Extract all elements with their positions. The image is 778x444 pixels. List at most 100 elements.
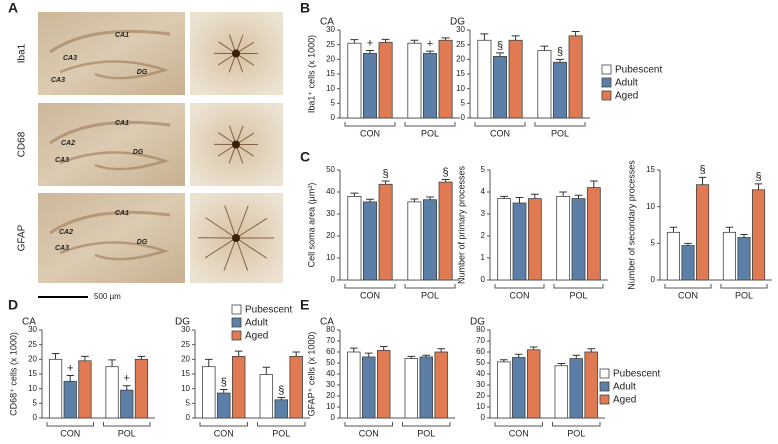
bar	[508, 39, 523, 119]
region-label: CA3	[51, 77, 65, 84]
y-tick-label: 15	[646, 165, 655, 174]
bar	[63, 380, 77, 419]
hippocampus-outline	[59, 151, 170, 171]
y-tick-label: 10	[646, 202, 655, 211]
scale-bar-label: 500 µm	[94, 292, 121, 301]
y-tick-label: 15	[326, 69, 335, 78]
bar	[512, 202, 527, 281]
y-tick-label: 5	[33, 398, 38, 407]
error-bar	[410, 39, 419, 44]
bar	[568, 35, 583, 119]
group-bracket	[720, 284, 768, 289]
bar	[231, 355, 246, 419]
bar	[696, 184, 710, 281]
legend-label: Pubescent	[615, 65, 662, 76]
legend-swatch	[599, 368, 610, 379]
y-tick-label: 20	[476, 391, 485, 400]
error-bar	[530, 193, 539, 199]
region-label: DG	[133, 149, 144, 156]
bar	[378, 41, 393, 119]
bar	[120, 389, 134, 419]
significance-marker: §	[699, 164, 705, 176]
cell-process	[204, 237, 237, 259]
panel-letter: D	[8, 297, 18, 313]
error-bar	[366, 50, 374, 54]
y-tick-label: 10	[181, 384, 190, 393]
cell-process	[235, 237, 249, 271]
group-bracket	[257, 422, 306, 427]
x-tick-label: POL	[569, 290, 587, 300]
y-tick-label: 5	[461, 98, 466, 107]
bar	[584, 351, 598, 419]
x-tick-label: POL	[421, 128, 439, 138]
y-tick-label: 30	[476, 380, 485, 389]
y-axis-label: Number of secondary processes	[626, 160, 636, 290]
y-tick-label: 70	[476, 336, 485, 345]
error-bar	[366, 198, 374, 202]
y-tick-label: 20	[456, 54, 465, 63]
error-bar	[559, 191, 568, 197]
x-tick-label: CON	[510, 290, 530, 300]
bar	[497, 361, 511, 419]
legend-swatch	[231, 304, 242, 315]
error-bar	[426, 196, 434, 200]
y-tick-label: 10	[326, 402, 335, 411]
group-bracket	[199, 422, 248, 427]
significance-marker: §	[755, 171, 761, 183]
group-bracket	[103, 422, 151, 427]
error-bar	[441, 178, 450, 183]
bar	[537, 50, 552, 119]
y-tick-label: 5	[331, 98, 336, 107]
bar	[553, 61, 568, 119]
y-tick-label: 80	[476, 325, 485, 334]
y-tick-label: 0	[33, 413, 38, 422]
significance-marker: +	[367, 37, 373, 49]
y-tick-label: 15	[456, 69, 465, 78]
cell-body	[232, 140, 240, 149]
legend-label: Pubescent	[613, 369, 660, 380]
bar	[347, 351, 361, 419]
group-bracket	[402, 422, 451, 427]
error-bar	[698, 176, 707, 185]
legend-swatch	[231, 317, 242, 328]
bar	[666, 231, 681, 281]
x-tick-label: CON	[678, 290, 698, 300]
cell-process	[224, 205, 237, 239]
y-tick-label: 0	[331, 113, 336, 122]
group-bracket	[344, 122, 396, 127]
y-tick-label: 20	[326, 231, 335, 240]
error-bar	[364, 352, 373, 357]
y-tick-label: 80	[326, 325, 335, 334]
panel-letter: E	[300, 297, 309, 313]
legend-swatch	[599, 381, 610, 392]
legend-label: Adult	[613, 382, 636, 393]
chart-title: DG	[470, 317, 485, 328]
legend-label: Pubescent	[245, 305, 292, 316]
y-tick-label: 10	[476, 402, 485, 411]
region-label: CA2	[61, 140, 75, 147]
bar	[407, 42, 422, 119]
significance-marker: §	[383, 168, 389, 180]
region-label: DG	[137, 69, 148, 76]
y-tick-label: 0	[481, 413, 486, 422]
group-bracket	[474, 122, 526, 127]
x-tick-label: CON	[214, 428, 234, 438]
x-tick-label: POL	[567, 428, 585, 438]
legend-swatch	[601, 77, 612, 88]
y-tick-label: 50	[476, 358, 485, 367]
hippocampus-outline	[49, 120, 171, 145]
error-bar	[441, 37, 450, 41]
error-bar	[381, 38, 390, 43]
error-bar	[262, 366, 271, 375]
error-bar	[292, 351, 300, 357]
error-bar	[410, 198, 419, 202]
cell-body	[232, 49, 240, 58]
stain-label: CD68	[17, 131, 28, 157]
bar	[422, 53, 437, 119]
bar	[48, 358, 63, 419]
bar	[752, 189, 766, 281]
cell-process	[205, 217, 237, 239]
legend-label: Aged	[613, 395, 636, 406]
group-bracket	[46, 422, 94, 427]
error-bar	[234, 350, 243, 357]
